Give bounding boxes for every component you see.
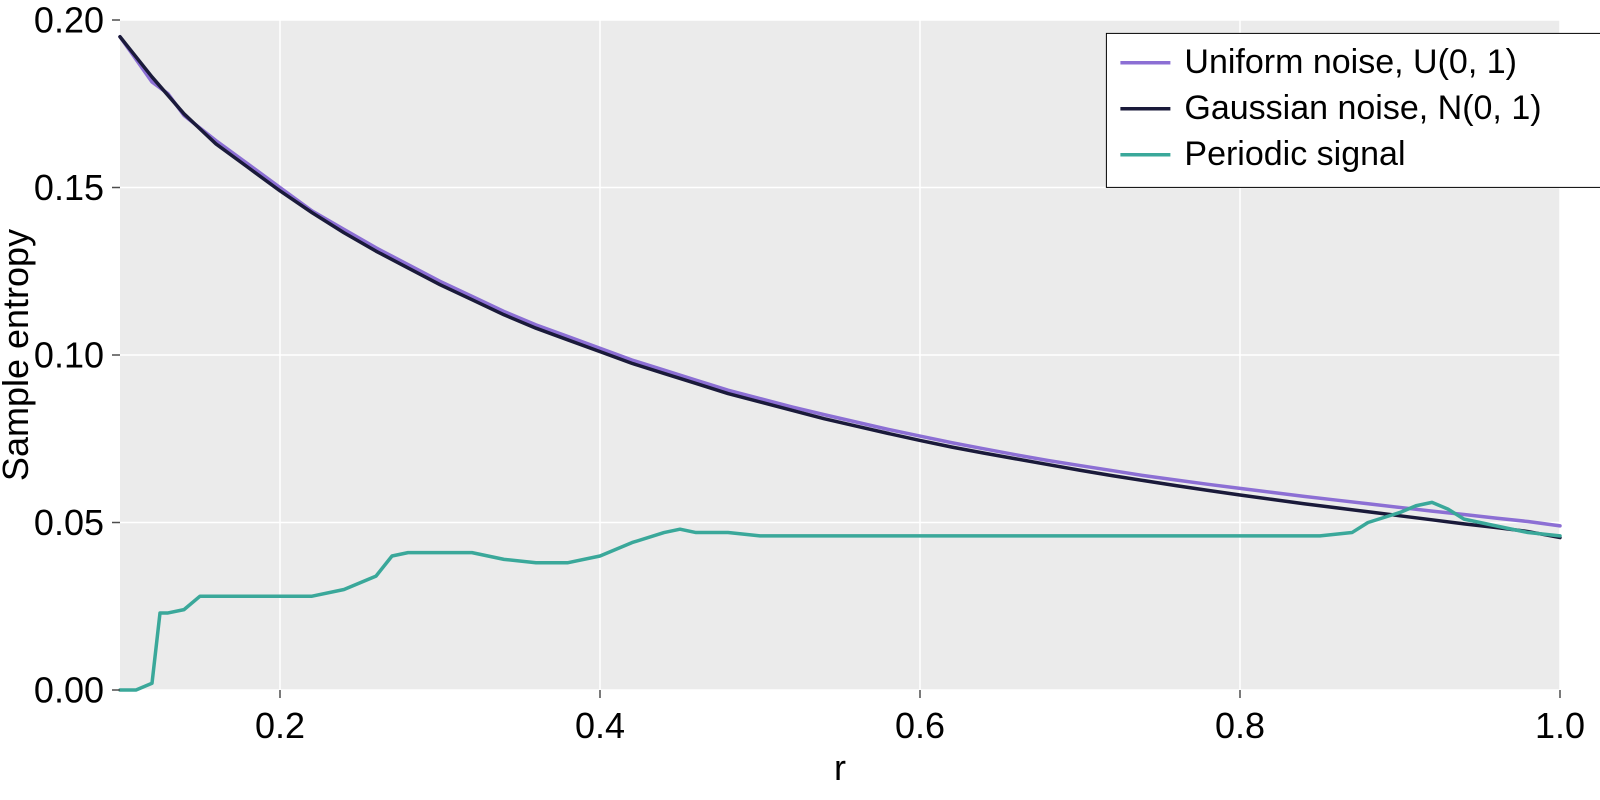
chart-svg: 0.2 0.4 0.6 0.8 1.0 0.00 0.05 0.10 0.15 0.20 r Samp… <box>0 0 1600 800</box>
x-axis-label: r <box>834 747 846 788</box>
legend-label: Gaussian noise, N(0, 1) <box>1184 89 1541 127</box>
entropy-line-chart: 0.2 0.4 0.6 0.8 1.0 0.00 0.05 0.10 0.15 0.20 r Samp… <box>0 0 1600 800</box>
x-tick-label: 0.8 <box>1215 705 1265 746</box>
x-tick-label: 0.4 <box>575 705 625 746</box>
legend-label: Uniform noise, U(0, 1) <box>1184 43 1517 81</box>
y-tick-label: 0.20 <box>34 0 104 41</box>
y-axis-label: Sample entropy <box>0 229 36 481</box>
legend-label: Periodic signal <box>1184 135 1405 173</box>
x-tick-label: 1.0 <box>1535 705 1585 746</box>
x-tick-label: 0.6 <box>895 705 945 746</box>
y-tick-label: 0.10 <box>34 335 104 376</box>
y-tick-label: 0.00 <box>34 670 104 711</box>
y-tick-label: 0.05 <box>34 502 104 543</box>
x-tick-label: 0.2 <box>255 705 305 746</box>
y-tick-label: 0.15 <box>34 167 104 208</box>
